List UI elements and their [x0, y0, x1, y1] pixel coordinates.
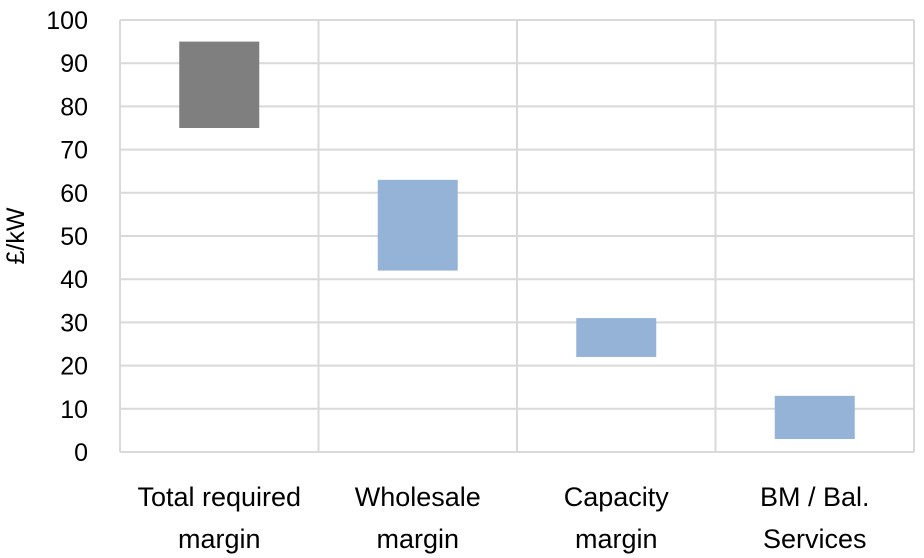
- y-tick-label: 60: [60, 180, 88, 208]
- y-axis-ticks: 0 10 20 30 40 50 60 70 80 90 100: [46, 7, 88, 467]
- y-tick-label: 80: [60, 93, 88, 121]
- x-category-label: margin: [575, 524, 658, 554]
- x-category-label: Total required: [137, 482, 301, 512]
- y-tick-label: 90: [60, 50, 88, 78]
- y-tick-label: 50: [60, 223, 88, 251]
- bars: [179, 41, 855, 440]
- x-category-label: margin: [178, 524, 261, 554]
- x-category-label: Capacity: [564, 482, 670, 512]
- y-tick-label: 100: [46, 7, 88, 35]
- x-category-label: Wholesale: [355, 482, 481, 512]
- y-tick-label: 0: [74, 439, 88, 467]
- bar: [576, 318, 657, 357]
- bar: [774, 395, 855, 440]
- y-tick-label: 30: [60, 309, 88, 337]
- bar: [377, 179, 458, 271]
- y-tick-label: 20: [60, 353, 88, 381]
- y-tick-label: 10: [60, 396, 88, 424]
- x-category-label: BM / Bal.: [760, 482, 870, 512]
- x-axis-categories: Total required margin Wholesale margin Capac…: [137, 482, 869, 554]
- gridlines: [119, 19, 915, 453]
- y-tick-label: 40: [60, 266, 88, 294]
- y-axis-label: £/kW: [2, 207, 30, 264]
- bar: [179, 41, 260, 128]
- x-category-label: margin: [376, 524, 459, 554]
- x-category-label: Services: [763, 524, 867, 554]
- y-tick-label: 70: [60, 137, 88, 165]
